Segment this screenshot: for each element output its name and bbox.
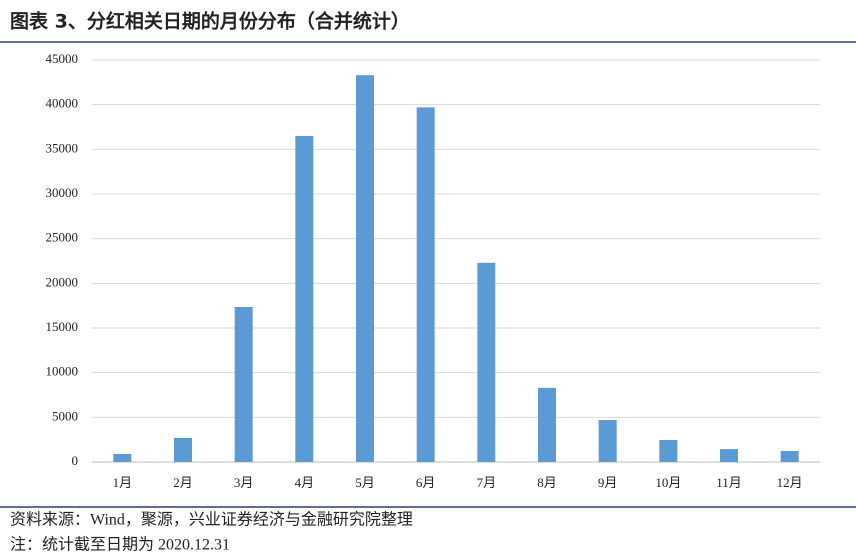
bar [295,135,314,462]
chart-title: 图表 3、分红相关日期的月份分布（合并统计） [10,10,410,33]
x-tick-label: 7月 [477,475,497,490]
x-tick-label: 10月 [655,475,681,490]
x-tick-label: 9月 [598,475,618,490]
bar [659,440,678,462]
bar [234,307,253,462]
bar [538,387,556,462]
bar [416,107,435,462]
y-tick-label: 30000 [46,185,79,200]
y-tick-label: 45000 [46,51,79,66]
x-tick-label: 6月 [416,475,436,490]
x-tick-label: 8月 [537,475,557,490]
y-tick-label: 10000 [46,364,79,379]
bar [113,453,132,462]
x-tick-label: 1月 [113,475,133,490]
y-tick-label: 35000 [46,140,79,155]
x-tick-label: 4月 [295,475,315,490]
x-tick-label: 2月 [173,475,193,490]
y-tick-label: 25000 [46,230,79,245]
y-tick-label: 20000 [46,274,79,289]
bar [356,75,374,462]
bar [720,449,738,462]
x-tick-label: 5月 [355,475,375,490]
bar [477,262,496,462]
y-tick-label: 0 [72,453,79,468]
x-tick-label: 12月 [777,475,803,490]
date-note: 注：统计截至日期为 2020.12.31 [10,536,230,554]
bar [174,437,192,462]
bar [598,420,617,462]
y-tick-label: 15000 [46,319,79,334]
x-tick-label: 11月 [716,475,742,490]
bar [780,451,799,462]
x-tick-label: 3月 [234,475,254,490]
source-note: 资料来源：Wind，聚源，兴业证券经济与金融研究院整理 [10,511,413,529]
y-tick-label: 40000 [46,96,79,111]
y-tick-label: 5000 [52,408,78,423]
